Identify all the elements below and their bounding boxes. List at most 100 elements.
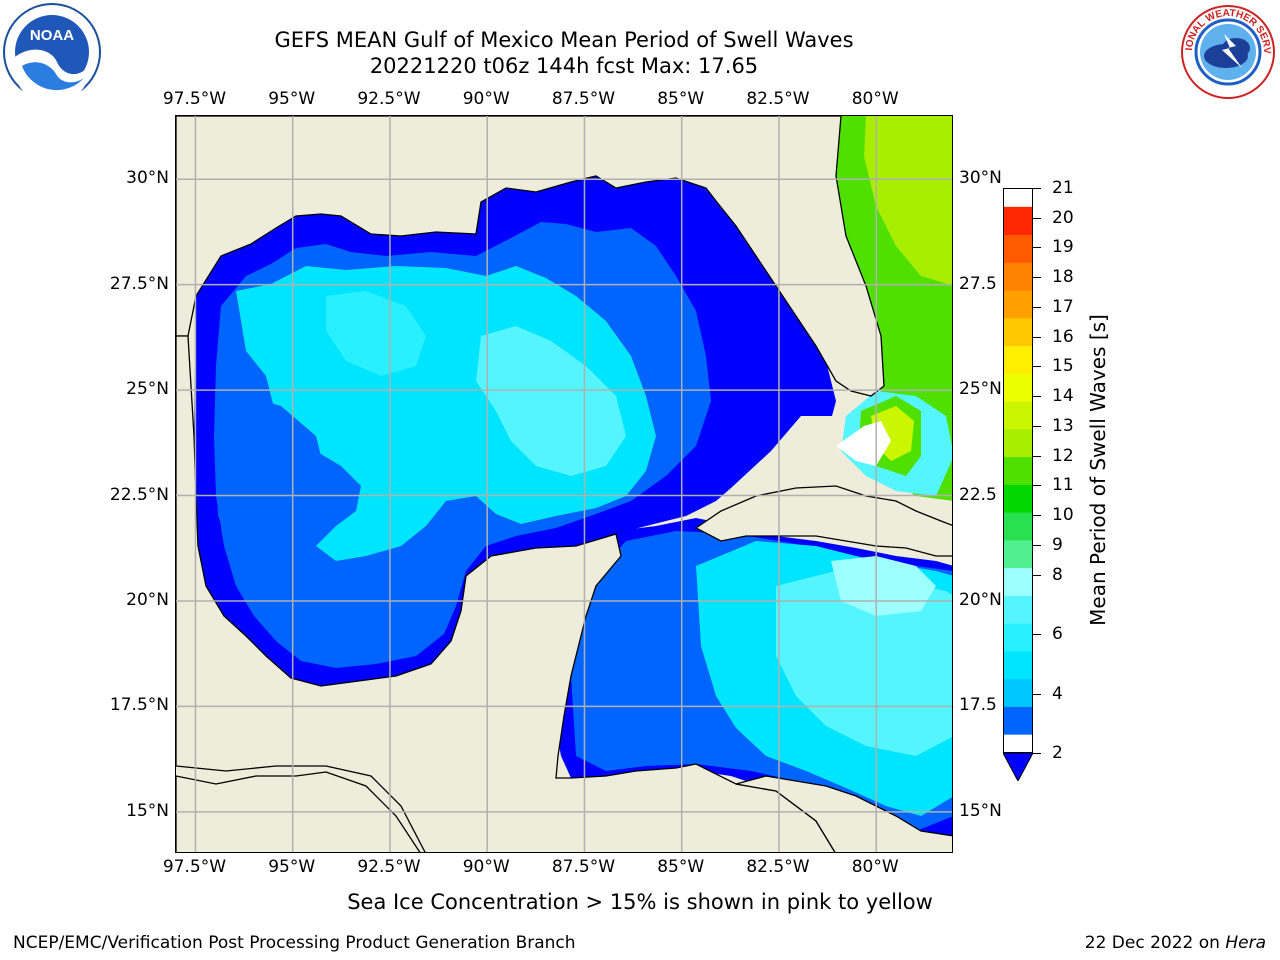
lon-label-bot: 85°W (657, 857, 705, 877)
colorbar-tick-label: 8 (1052, 564, 1063, 585)
colorbar-title: Mean Period of Swell Waves [s] (1086, 314, 1110, 626)
lat-label-left: 15°N (126, 800, 169, 821)
colorbar-tick-label: 16 (1052, 326, 1074, 347)
lon-label-bot: 82.5°W (746, 857, 810, 877)
colorbar-tick-label: 19 (1052, 237, 1074, 258)
colorbar-tick-mark (1033, 425, 1041, 427)
credit-text: NCEP/EMC/Verification Post Processing Pr… (13, 933, 576, 953)
colorbar-tick-mark (1033, 188, 1041, 189)
map-title: GEFS MEAN Gulf of Mexico Mean Period of … (274, 28, 854, 52)
cuba-island (694, 485, 952, 557)
lat-label-left: 20°N (126, 589, 169, 610)
yucatan-shore-white (836, 421, 891, 466)
colorbar-tick-label: 15 (1052, 356, 1074, 377)
lon-label-top: 87.5°W (551, 89, 616, 109)
colorbar-tick-mark (1033, 366, 1041, 368)
lat-label-left: 25°N (126, 379, 169, 400)
colorbar-tick-label: 10 (1052, 505, 1074, 526)
colorbar-tick-mark (1033, 277, 1041, 279)
colorbar-segment (1004, 401, 1032, 430)
colorbar-tick-label: 14 (1052, 386, 1074, 407)
colorbar-tick-label: 21 (1052, 178, 1074, 198)
lat-label-right: 17.5 (959, 695, 997, 716)
colorbar-tick-mark (1033, 485, 1041, 487)
colorbar-tick-label: 11 (1052, 475, 1074, 496)
map-subtitle: 20221220 t06z 144h fcst Max: 17.65 (369, 54, 759, 78)
honduras-coast (735, 775, 952, 852)
gulf-water-light-cyan-2 (326, 291, 426, 376)
lon-label-bot: 92.5°W (357, 857, 421, 877)
lat-label-left: 22.5°N (109, 484, 169, 505)
colorbar-tick-label: 6 (1052, 624, 1063, 645)
lat-label-right: 30°N (959, 168, 1002, 189)
colorbar-tick-mark (1033, 396, 1041, 398)
lon-label-bot: 97.5°W (162, 857, 227, 877)
colorbar-tick-label: 17 (1052, 296, 1074, 317)
lon-label-top: 90°W (462, 89, 510, 109)
colorbar-segment (1004, 650, 1032, 680)
lat-label-left: 27.5°N (109, 273, 169, 294)
colorbar-segment (1004, 317, 1032, 347)
colorbar-segment (1004, 373, 1032, 402)
lat-label-right: 15°N (959, 800, 1002, 821)
map-gridlines (176, 116, 952, 852)
nws-logo: NATIONAL WEATHER SERVICE (1180, 4, 1275, 99)
lat-label-right: 25°N (959, 379, 1002, 400)
us-gulf-coast (176, 116, 885, 397)
atlantic-water-yellow (864, 116, 952, 286)
caribbean-water-light (776, 571, 952, 756)
colorbar-segment (1004, 428, 1032, 458)
colorbar-segment (1004, 234, 1032, 263)
colorbar-segment (1004, 567, 1032, 596)
gulf-water-light-cyan (476, 326, 626, 476)
lon-label-bot: 90°W (462, 857, 510, 877)
colorbar-extend-triangle (1003, 753, 1033, 781)
colorbar-tick-label: 20 (1052, 207, 1074, 228)
colorbar-segment (1004, 539, 1032, 569)
colorbar-tick-label: 9 (1052, 534, 1063, 555)
colorbar-tick-mark (1033, 455, 1041, 457)
colorbar-tick-mark (1033, 693, 1041, 695)
colorbar (1003, 188, 1033, 753)
noaa-logo: NOAA (3, 3, 101, 102)
colorbar-segment (1004, 512, 1032, 541)
wave-period-map (176, 116, 952, 852)
colorbar-tick-mark (1033, 544, 1041, 546)
colorbar-segment (1004, 345, 1032, 374)
colorbar-tick-label: 2 (1052, 743, 1063, 763)
colorbar-tick-label: 4 (1052, 683, 1063, 704)
machine-name: Hera (1225, 933, 1266, 953)
lon-label-top: 95°W (268, 89, 316, 109)
colorbar-tick-mark (1033, 247, 1041, 249)
colorbar-tick-label: 18 (1052, 267, 1074, 288)
lon-label-top: 92.5°W (357, 89, 421, 109)
colorbar-tick-label: 12 (1052, 445, 1074, 466)
svg-text:NOAA: NOAA (30, 27, 74, 44)
lon-label-bot: 95°W (268, 857, 316, 877)
lon-label-bot: 80°W (851, 857, 899, 877)
lat-label-left: 30°N (126, 168, 169, 189)
lat-label-right: 22.5 (959, 484, 997, 505)
lon-label-top: 85°W (657, 89, 705, 109)
colorbar-segment (1004, 290, 1032, 319)
colorbar-segment (1004, 456, 1032, 485)
colorbar-tick-mark (1033, 515, 1041, 517)
map-panel (175, 115, 953, 853)
colorbar-segment (1004, 595, 1032, 624)
date-text: 22 Dec 2022 on Hera (1085, 933, 1266, 953)
colorbar-segment (1004, 623, 1032, 652)
colorbar-tick-mark (1033, 634, 1041, 636)
lon-label-top: 82.5°W (746, 89, 810, 109)
colorbar-tick-mark (1033, 306, 1041, 308)
lon-label-bot: 87.5°W (551, 857, 616, 877)
mexico-coast (176, 335, 836, 852)
date-prefix: 22 Dec 2022 on (1084, 933, 1226, 953)
lat-label-right: 20°N (959, 589, 1002, 610)
colorbar-tick-mark (1033, 753, 1041, 754)
colorbar-tick-mark (1033, 336, 1041, 338)
colorbar-segment (1004, 484, 1032, 513)
gulf-water-medium-2 (216, 396, 326, 566)
colorbar-tick-mark (1033, 574, 1041, 576)
lat-label-right: 27.5 (959, 273, 997, 294)
lon-label-top: 80°W (851, 89, 899, 109)
